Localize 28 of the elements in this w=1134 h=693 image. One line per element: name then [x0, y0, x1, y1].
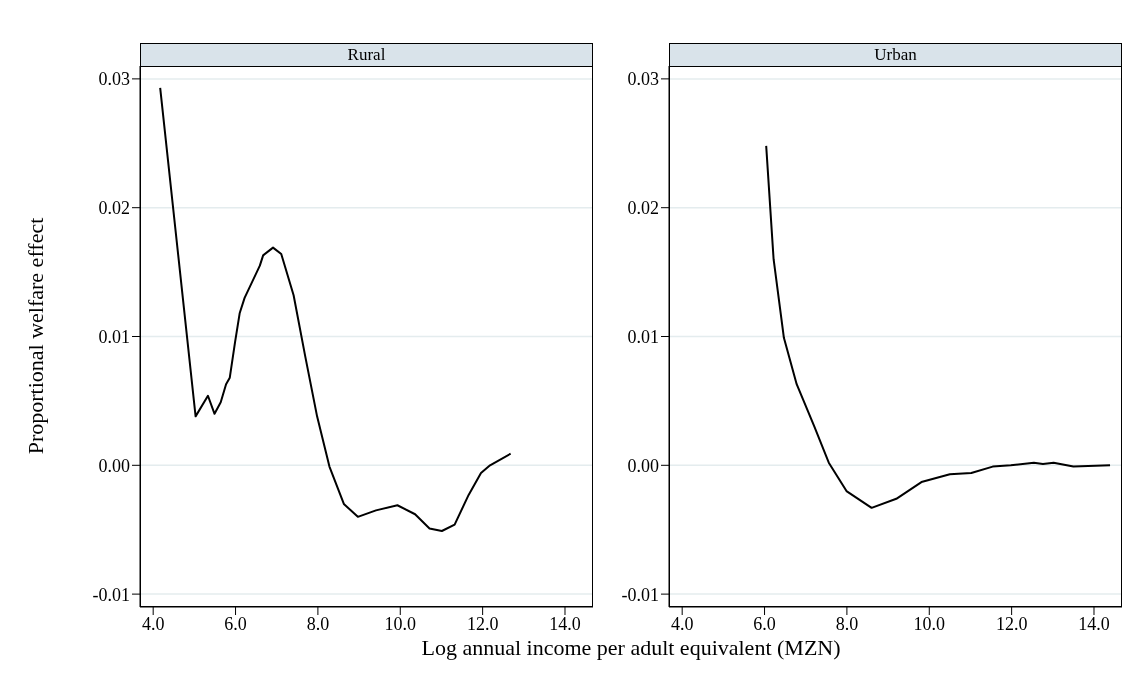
x-tick-label: 6.0 — [753, 613, 776, 634]
x-axis-title: Log annual income per adult equivalent (MZN) — [420, 634, 842, 662]
x-tick-label: 12.0 — [466, 613, 499, 634]
chart-title: Urban — [669, 43, 1122, 67]
x-tick-label: 12.0 — [995, 613, 1028, 634]
y-tick-label: 0.03 — [98, 69, 130, 90]
x-tick-label: 4.0 — [670, 613, 694, 634]
x-tick-label: 4.0 — [141, 613, 165, 634]
x-tick-label: 14.0 — [549, 613, 581, 634]
y-tick-label: -0.01 — [621, 584, 659, 605]
chart-title: Rural — [140, 43, 593, 67]
y-tick-label: 0.00 — [627, 455, 659, 476]
line-series — [159, 86, 512, 532]
x-tick-label: 10.0 — [384, 613, 417, 634]
x-tick-label: 6.0 — [224, 613, 247, 634]
y-tick-label: 0.00 — [98, 455, 130, 476]
y-tick-label: 0.02 — [627, 198, 659, 219]
y-tick-label: -0.01 — [92, 584, 130, 605]
x-tick-label: 10.0 — [913, 613, 946, 634]
y-tick-label: 0.01 — [98, 326, 130, 347]
x-tick-label: 8.0 — [306, 613, 330, 634]
line-series — [765, 144, 1112, 509]
y-axis-title: Proportional welfare effect — [22, 216, 49, 457]
x-tick-label: 8.0 — [835, 613, 859, 634]
y-tick-label: 0.03 — [627, 69, 659, 90]
x-tick-label: 14.0 — [1078, 613, 1110, 634]
y-tick-label: 0.02 — [98, 198, 130, 219]
y-tick-label: 0.01 — [627, 326, 659, 347]
